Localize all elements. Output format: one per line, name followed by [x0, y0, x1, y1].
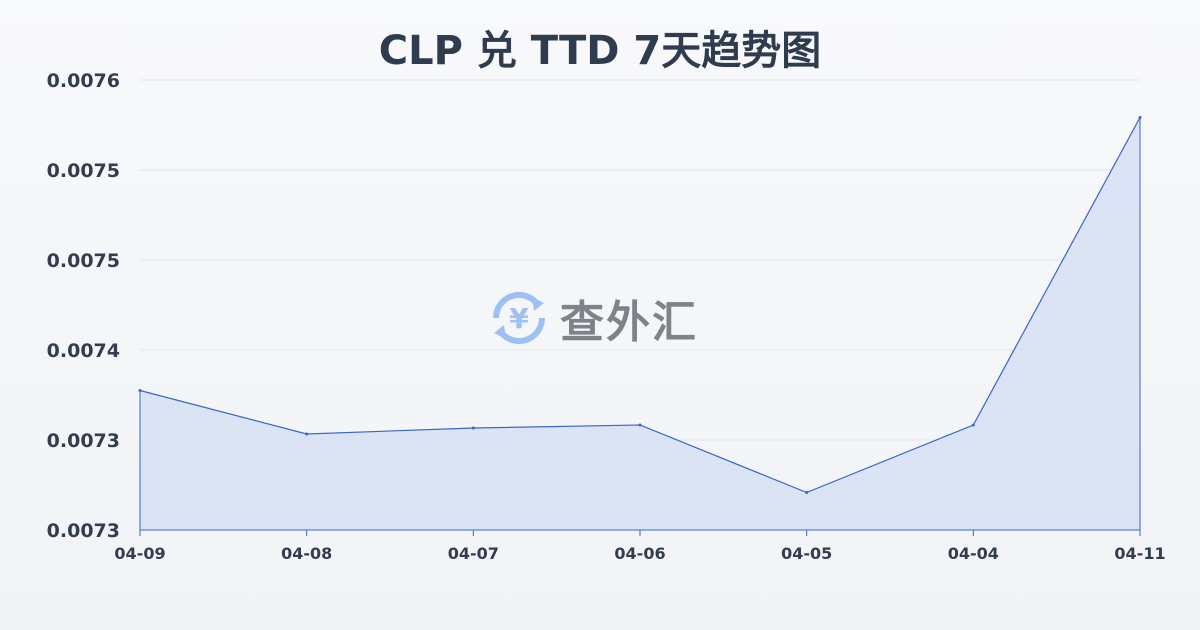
- data-point: [971, 423, 975, 427]
- data-point: [1138, 116, 1142, 119]
- x-tick-label: 04-05: [781, 544, 832, 563]
- area-fill: [140, 117, 1140, 530]
- y-tick-label: 0.0073: [47, 520, 120, 542]
- x-tick-label: 04-09: [114, 544, 165, 563]
- x-tick-label: 04-08: [281, 544, 332, 563]
- watermark-text: 查外汇: [560, 297, 698, 348]
- y-tick-label: 0.0073: [47, 430, 120, 452]
- y-tick-label: 0.0075: [47, 250, 120, 272]
- data-point: [138, 389, 142, 392]
- chart-title: CLP 兑 TTD 7天趋势图: [378, 28, 822, 74]
- x-tick-label: 04-06: [614, 544, 665, 563]
- y-tick-label: 0.0076: [47, 70, 120, 92]
- data-point: [805, 491, 809, 494]
- x-tick-label: 04-11: [1114, 544, 1165, 563]
- watermark: ¥ 查外汇: [488, 286, 698, 350]
- data-point: [305, 432, 309, 436]
- svg-text:¥: ¥: [509, 302, 529, 335]
- yuan-exchange-icon: ¥: [492, 291, 546, 345]
- data-point: [638, 423, 642, 427]
- y-tick-label: 0.0074: [47, 340, 120, 362]
- y-tick-label: 0.0075: [47, 160, 120, 182]
- x-tick-label: 04-07: [448, 544, 499, 563]
- data-point: [471, 426, 475, 430]
- x-tick-label: 04-04: [948, 544, 999, 563]
